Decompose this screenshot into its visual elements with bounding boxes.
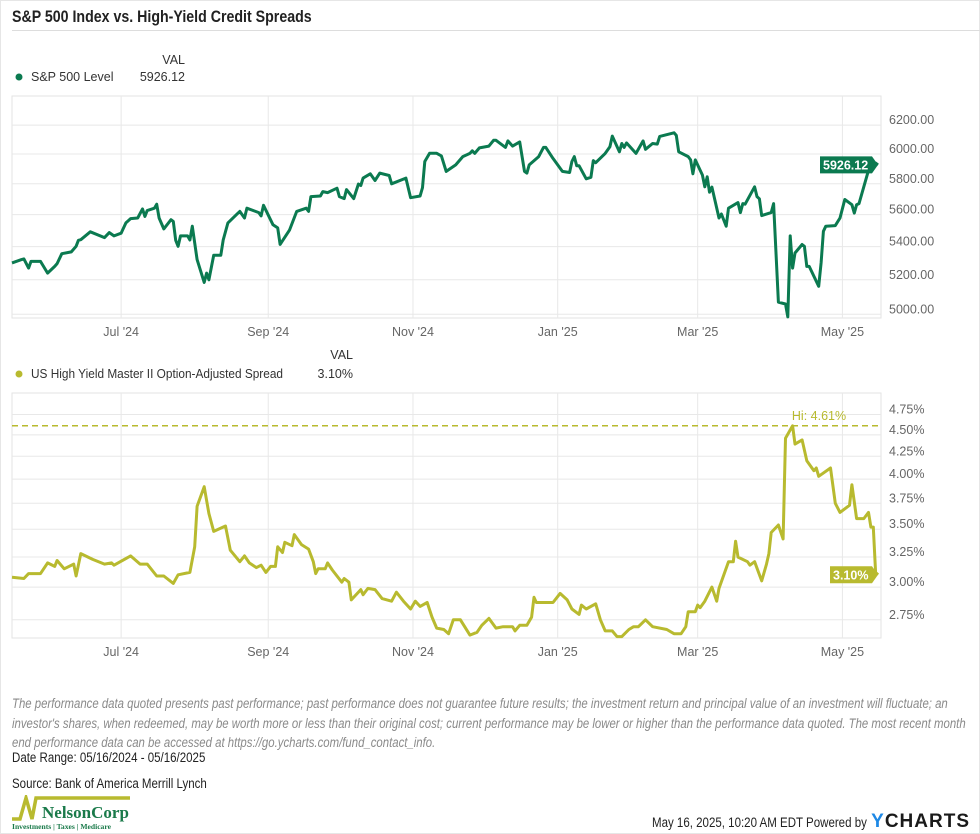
legend-header: VAL: [330, 348, 353, 362]
sp500-chart: VAL S&P 500 Level 5926.12 5000.00 5200.00…: [11, 53, 934, 339]
legend-dot: [15, 73, 23, 81]
y-tick-label: 3.25%: [889, 545, 924, 559]
x-tick-label: May '25: [821, 325, 864, 339]
timestamp: May 16, 2025, 10:20 AM EDT Powered by: [652, 814, 868, 830]
y-tick-label: 5400.00: [889, 235, 934, 249]
legend-value: 3.10%: [318, 367, 353, 381]
legend-series-name[interactable]: S&P 500 Level: [31, 70, 113, 84]
nelsoncorp-logo: NelsonCorp Investments | Taxes | Medicar…: [10, 795, 135, 831]
last-value-tag: [820, 156, 878, 174]
x-tick-label: Jul '24: [103, 325, 139, 339]
series-line[interactable]: [11, 131, 879, 319]
x-tick-label: Nov '24: [392, 645, 434, 659]
last-value-label: 5926.12: [823, 158, 868, 172]
x-tick-label: May '25: [821, 645, 864, 659]
plot-area: [11, 392, 882, 639]
x-tick-label: Sep '24: [247, 325, 289, 339]
y-tick-label: 5600.00: [889, 203, 934, 217]
x-tick-label: Jan '25: [538, 645, 578, 659]
svg-text:NelsonCorp: NelsonCorp: [42, 803, 129, 822]
svg-text:Investments | Taxes | Medicare: Investments | Taxes | Medicare: [12, 822, 112, 831]
x-tick-label: Jan '25: [538, 325, 578, 339]
y-tick-label: 3.50%: [889, 517, 924, 531]
x-tick-label: Jul '24: [103, 645, 139, 659]
source: Source: Bank of America Merrill Lynch: [12, 776, 207, 791]
legend-dot: [15, 370, 23, 378]
y-tick-label: 6000.00: [889, 142, 934, 156]
ycharts-logo[interactable]: YCHARTS: [871, 811, 970, 832]
last-value-tag: [830, 566, 878, 584]
y-tick-label: 3.00%: [889, 575, 924, 589]
legend-series-name[interactable]: US High Yield Master II Option-Adjusted …: [31, 367, 283, 381]
x-tick-label: Mar '25: [677, 325, 718, 339]
legend-header: VAL: [162, 53, 185, 67]
hy-spread-chart: VAL US High Yield Master II Option-Adjus…: [11, 348, 924, 659]
plot-area: [11, 95, 882, 319]
x-tick-label: Sep '24: [247, 645, 289, 659]
timestamp-powered-by: May 16, 2025, 10:20 AM EDT Powered by YC…: [617, 811, 970, 833]
y-tick-label: 4.25%: [889, 444, 924, 458]
logo-mark-icon: NelsonCorp Investments | Taxes | Medicar…: [12, 795, 130, 831]
y-tick-label: 3.75%: [889, 491, 924, 505]
title-divider: [12, 30, 980, 31]
legend-value: 5926.12: [140, 70, 185, 84]
charts-svg: VAL S&P 500 Level 5926.12 5000.00 5200.00…: [11, 53, 934, 659]
y-tick-label: 4.00%: [889, 467, 924, 481]
y-tick-label: 6200.00: [889, 113, 934, 127]
y-tick-label: 5200.00: [889, 268, 934, 282]
y-tick-label: 5800.00: [889, 172, 934, 186]
y-tick-label: 2.75%: [889, 608, 924, 622]
last-value-label: 3.10%: [833, 568, 868, 582]
x-tick-label: Mar '25: [677, 645, 718, 659]
page-title: S&P 500 Index vs. High-Yield Credit Spre…: [12, 8, 312, 26]
high-label: Hi: 4.61%: [792, 409, 846, 423]
date-range: Date Range: 05/16/2024 - 05/16/2025: [12, 750, 206, 765]
y-tick-label: 4.75%: [889, 403, 924, 417]
x-tick-label: Nov '24: [392, 325, 434, 339]
disclaimer-text: The performance data quoted presents pas…: [12, 696, 966, 750]
y-tick-label: 5000.00: [889, 302, 934, 316]
y-tick-label: 4.50%: [889, 423, 924, 437]
series-line[interactable]: [11, 424, 880, 639]
